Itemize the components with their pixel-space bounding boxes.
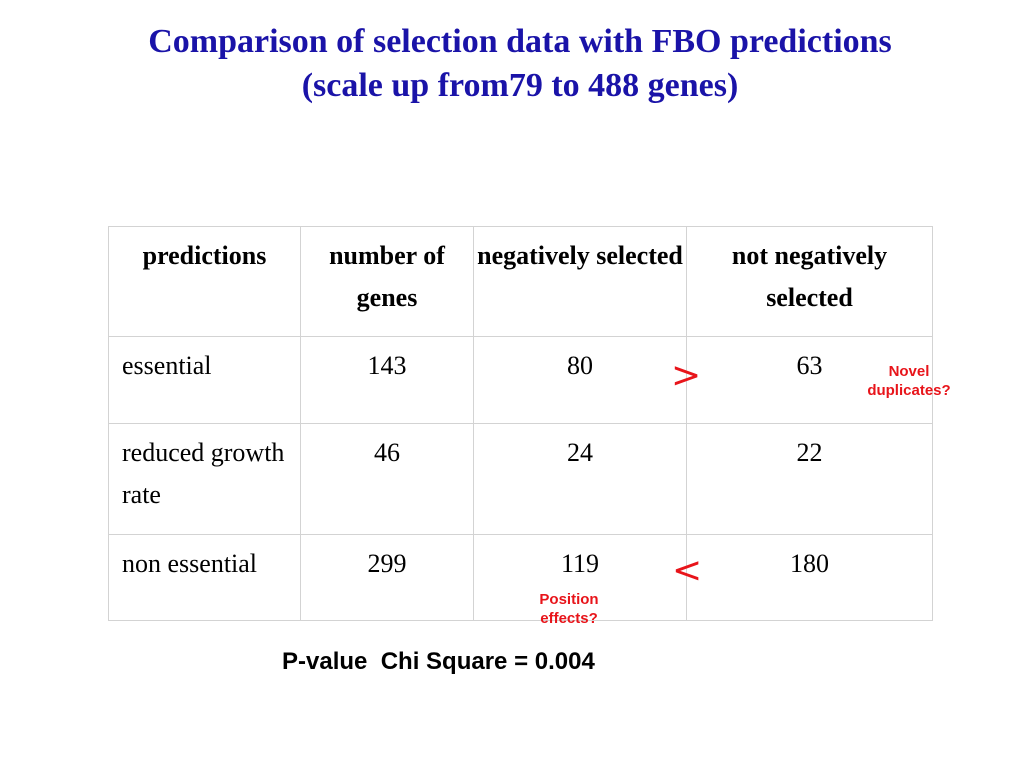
cell-number: 46 [300, 423, 474, 535]
header-predictions-label: predictions [142, 241, 267, 270]
title-line-2: (scale up from79 to 488 genes) [301, 67, 739, 104]
header-predictions: predictions [108, 226, 301, 337]
header-negatively-selected: negatively selected [473, 226, 687, 337]
cell-number: 299 [300, 534, 474, 621]
table-row: reduced growth rate 46 24 22 [108, 423, 933, 535]
cell-not-negative: 180 [686, 534, 933, 621]
pvalue-footer: P-value Chi Square = 0.004 [282, 648, 595, 675]
table-header-row: predictions number of genes negatively s… [108, 226, 933, 337]
cell-number: 143 [300, 336, 474, 424]
header-not-negative-label: not negatively selected [731, 241, 888, 312]
cell-prediction: reduced growth rate [108, 423, 301, 535]
title-line-1: Comparison of selection data with FBO pr… [148, 23, 892, 60]
results-table: predictions number of genes negatively s… [108, 226, 933, 621]
table-row: essential 143 80 63 [108, 336, 933, 424]
cell-not-negative: 63 [686, 336, 933, 424]
cell-prediction: essential [108, 336, 301, 424]
header-number-label: number of genes [329, 241, 445, 312]
slide-title: Comparison of selection data with FBO pr… [0, 20, 1024, 108]
cell-negative: 119 [473, 534, 687, 621]
cell-prediction-text: non essential [122, 549, 258, 578]
cell-prediction-text: reduced growth rate [122, 438, 285, 509]
cell-negative: 24 [473, 423, 687, 535]
position-effects-note: Position effects? [539, 591, 599, 627]
cell-negative: 80 [473, 336, 687, 424]
less-than-sign: < [672, 550, 703, 591]
cell-not-negative: 22 [686, 423, 933, 535]
header-negative-label: negatively selected [477, 241, 683, 270]
header-not-negatively-selected: not negatively selected [686, 226, 933, 337]
novel-duplicates-note: Novel duplicates? [867, 363, 951, 399]
greater-than-sign: > [671, 355, 702, 396]
table-row: non essential 299 119 180 [108, 534, 933, 621]
header-number-of-genes: number of genes [300, 226, 474, 337]
cell-prediction: non essential [108, 534, 301, 621]
